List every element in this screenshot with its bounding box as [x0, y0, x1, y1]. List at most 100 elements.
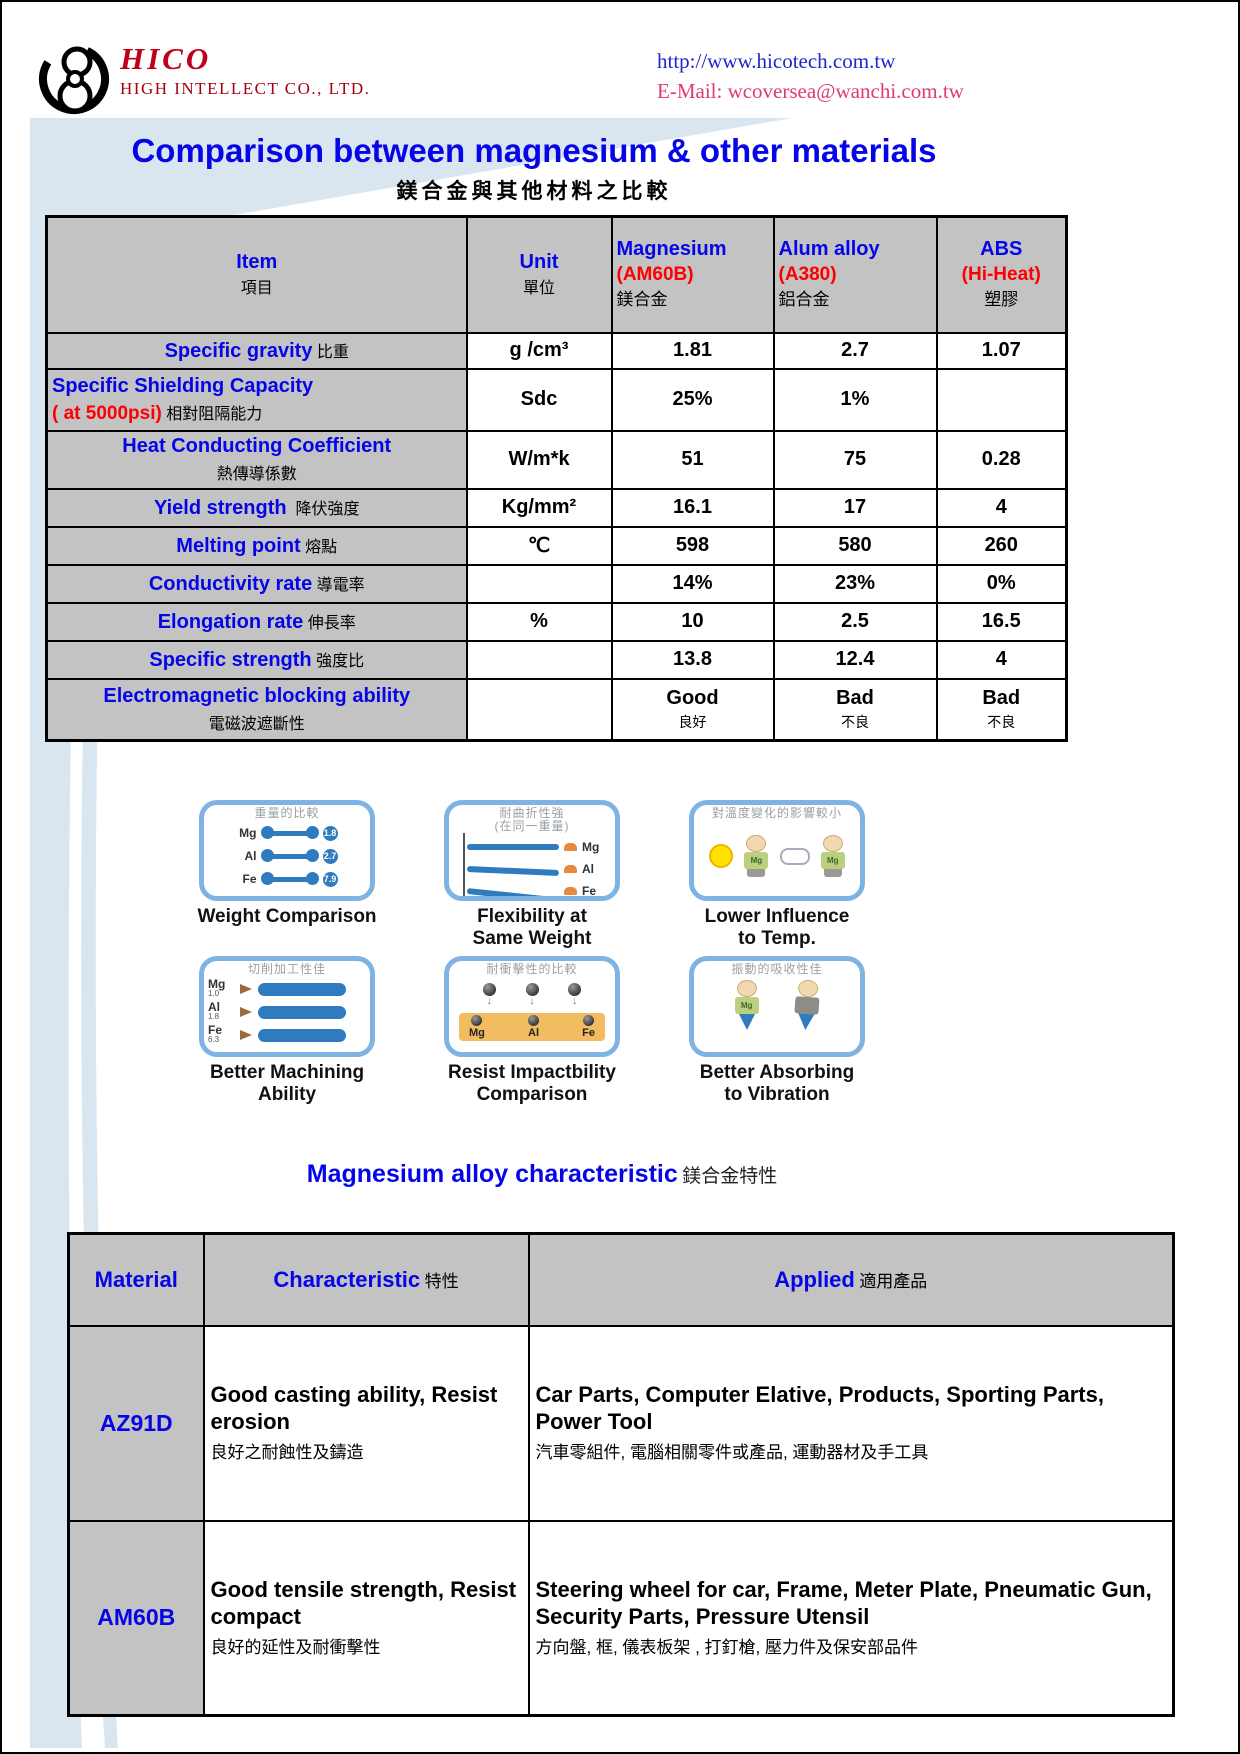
table-header-row: Material Characteristic 特性 Applied 適用產品 [67, 1232, 1175, 1327]
item-en: Yield strength [153, 497, 287, 519]
table-row: Heat Conducting Coefficient 熱傳導係數 W/m*k … [45, 429, 1068, 490]
value-abs: 1.07 [935, 331, 1068, 370]
rod-icon [258, 1005, 346, 1019]
element-label: Mg [239, 826, 257, 840]
material-zh: 鋁合金 [778, 290, 830, 310]
material-zh: 塑膠 [984, 290, 1019, 310]
panel-caption: Lower Influence to Temp. [704, 906, 850, 949]
dumbbell-icon [260, 848, 319, 862]
panel-caption: Better Machining Ability [209, 1062, 365, 1105]
header-contact: http://www.hicotech.com.tw E-Mail: wcove… [657, 46, 964, 106]
comparison-table: Item 項目 Unit 單位 Magnesium (AM60B) 鎂合金 Al… [45, 215, 1068, 742]
temperature-graphic: Mg Mg [698, 820, 856, 892]
row-item-cell: Specific Shielding Capacity ( at 5000psi… [45, 367, 468, 432]
item-zh: 熱傳導係數 [216, 466, 297, 483]
panel-title-zh: 振動的吸收性佳 [731, 962, 823, 976]
feature-panel-vibration: 振動的吸收性佳 Mg Better Absorbing to Vibration [689, 956, 865, 1106]
impact-graphic: ↓ ↓ ↓ Mg Al Fe [453, 976, 611, 1048]
item-zh: 電磁波遮斷性 [208, 715, 305, 733]
applied-en: Steering wheel for car, Frame, Meter Pla… [535, 1576, 1152, 1629]
applied-en: Car Parts, Computer Elative, Products, S… [535, 1382, 1104, 1434]
value-alum: 17 [772, 487, 938, 528]
header-alum-cell: Alum alloy (A380) 鋁合金 [772, 215, 938, 334]
person-shirt-label: Mg [744, 852, 769, 869]
element-value: 6.3 [208, 1035, 220, 1044]
row-item-cell: Elongation rate 伸長率 [45, 601, 468, 642]
element-value: 1.0 [208, 989, 220, 998]
row-item-cell: Conductivity rate 導電率 [45, 563, 468, 604]
characteristic-en: Good tensile strength, Resist compact [210, 1576, 517, 1629]
person-shirt [794, 996, 820, 1015]
element-label: Fe [208, 1023, 223, 1037]
header-magnesium-cell: Magnesium (AM60B) 鎂合金 [610, 215, 775, 334]
applied-cell: Car Parts, Computer Elative, Products, S… [527, 1324, 1175, 1522]
website-link[interactable]: http://www.hicotech.com.tw [657, 49, 896, 73]
value-magnesium: 25% [610, 367, 775, 432]
value-main: Bad [982, 686, 1021, 709]
person-figure: Mg [744, 835, 769, 877]
weight-blob-icon [564, 865, 577, 873]
table-row: Yield strength 降伏強度 Kg/mm² 16.1 17 4 [45, 487, 1068, 528]
value-magnesium: 14% [610, 563, 775, 604]
value-alum: 75 [772, 429, 938, 490]
impact-ball-icon [583, 1015, 595, 1027]
element-label: Fe [582, 1027, 595, 1040]
header-material-cell: Material [67, 1232, 205, 1327]
value-main: Good [666, 686, 719, 709]
down-arrow-icon: ↓ [486, 994, 493, 1007]
feature-panel-machining: 切削加工性佳 Mg 1.0 Al 1.8 Fe 6.3 Better Machinin… [199, 956, 375, 1106]
cutting-chip-icon [240, 1030, 252, 1040]
item-en: Specific Shielding Capacity [52, 374, 314, 397]
panel-box: 耐衝擊性的比較 ↓ ↓ ↓ Mg Al Fe [444, 956, 620, 1057]
person-shirt-label: Mg [734, 997, 759, 1014]
person-legs [747, 869, 766, 877]
table-row: AM60B Good tensile strength, Resist comp… [67, 1519, 1175, 1717]
value-abs: 16.5 [935, 601, 1068, 642]
value-alum: 2.7 [772, 331, 938, 370]
applied-zh: 方向盤, 框, 儀表板架 , 打釘槍, 壓力件及保安部品件 [535, 1637, 919, 1657]
item-en: Elongation rate [157, 611, 304, 633]
header-item-en: Item [236, 251, 278, 274]
dumbbell-icon [260, 825, 319, 839]
bar-icon [467, 843, 559, 850]
panel-box: 振動的吸收性佳 Mg [689, 956, 865, 1057]
header-characteristic-zh: 特性 [424, 1271, 459, 1291]
characteristic-heading: Magnesium alloy characteristic 鎂合金特性 [42, 1160, 1042, 1189]
element-value: 1.8 [208, 1012, 220, 1021]
item-zh: 熔點 [305, 539, 338, 556]
value-magnesium: 598 [610, 525, 775, 566]
row-item-cell: Melting point 熔點 [45, 525, 468, 566]
unit-cell [465, 563, 613, 604]
value-alum: 12.4 [772, 639, 938, 680]
value-sub-zh: 不良 [987, 713, 1016, 730]
row-item-cell: Specific strength 強度比 [45, 639, 468, 680]
hico-logo-icon [39, 44, 109, 114]
header-abs-cell: ABS (Hi-Heat) 塑膠 [935, 215, 1068, 334]
panel-title-zh: 對溫度變化的影響較小 [711, 806, 842, 820]
element-label: Mg [469, 1027, 485, 1040]
impact-ball-icon [525, 982, 539, 996]
element-label: Fe [242, 872, 257, 886]
logo-wordmark: HICO [120, 41, 212, 76]
item-en: Heat Conducting Coefficient [122, 435, 392, 457]
header-applied-zh: 適用產品 [859, 1271, 928, 1291]
unit-cell: g /cm³ [465, 331, 613, 370]
header-material: Material [94, 1266, 178, 1292]
unit-cell: ℃ [465, 525, 613, 566]
sun-icon [709, 844, 734, 868]
cutting-chip-icon [240, 1007, 252, 1017]
person-figure: Mg [734, 980, 759, 1030]
item-en: Specific strength [149, 649, 312, 671]
panel-title-zh: 切削加工性佳 [247, 962, 326, 976]
email-link[interactable]: E-Mail: wcoversea@wanchi.com.tw [657, 79, 964, 103]
header-unit-cell: Unit 單位 [465, 215, 613, 334]
element-label: Al [208, 1000, 220, 1014]
value-magnesium: 16.1 [610, 487, 775, 528]
table-row: Specific strength 強度比 13.8 12.4 4 [45, 639, 1068, 680]
flexibility-graphic: Mg Al Fe [463, 833, 611, 896]
rod-icon [258, 1028, 346, 1042]
unit-cell: W/m*k [465, 429, 613, 490]
panel-box: 對溫度變化的影響較小 Mg Mg [689, 800, 865, 901]
table-row: Elongation rate 伸長率 % 10 2.5 16.5 [45, 601, 1068, 642]
item-en: Specific gravity [164, 340, 313, 362]
